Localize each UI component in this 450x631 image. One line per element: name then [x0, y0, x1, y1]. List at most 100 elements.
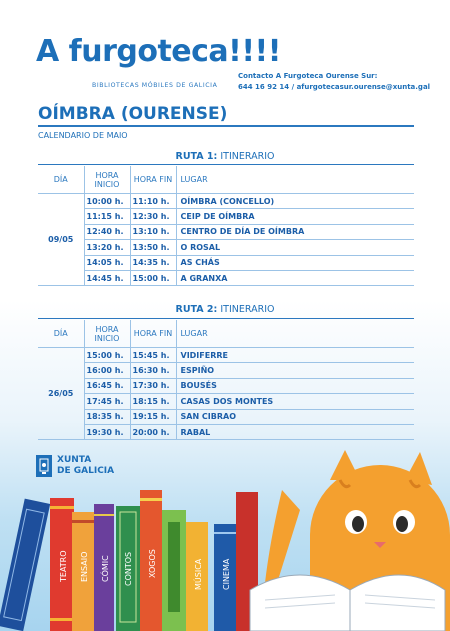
book-label-ensaio: ENSAIO — [80, 552, 89, 582]
book-label-xogos: XOGOS — [148, 549, 157, 578]
calendar-label: CALENDARIO DE MAIO — [38, 131, 128, 140]
title-divider — [38, 125, 414, 127]
end-time: 14:35 h. — [130, 255, 177, 271]
route-2-table: DÍA HORA INICIO HORA FIN LUGAR 26/05 15:… — [38, 320, 414, 441]
book-blue-tilted — [0, 498, 51, 631]
place-name: CASAS DOS MONTES — [176, 393, 414, 410]
place-name: VIDIFERRE — [176, 347, 414, 364]
table-row: 19:30 h. 20:00 h. RABAL — [38, 424, 414, 441]
start-time: 11:15 h. — [84, 208, 131, 225]
route-2-rest: ITINERARIO — [217, 304, 275, 315]
col-day: DÍA — [38, 320, 85, 348]
table-row: 16:00 h. 16:30 h. ESPIÑO — [38, 362, 414, 379]
table-row: 16:45 h. 17:30 h. BOUSÉS — [38, 378, 414, 395]
start-time: 19:30 h. — [84, 424, 131, 441]
end-time: 15:45 h. — [130, 347, 177, 364]
book-label-contos: CONTOS — [124, 552, 133, 586]
open-book-illustration — [249, 574, 446, 631]
place-name: OÍMBRA (CONCELLO) — [176, 193, 414, 210]
contact-details: 644 16 92 14 / afurgotecasur.ourense@xun… — [238, 83, 431, 91]
book-ensaio — [72, 512, 94, 631]
place-name: AS CHÁS — [176, 255, 414, 271]
end-time: 13:50 h. — [130, 239, 177, 256]
place-name: CENTRO DE DÍA DE OÍMBRA — [176, 224, 414, 241]
col-place: LUGAR — [176, 166, 414, 194]
start-time: 10:00 h. — [84, 193, 131, 210]
table-row: 18:35 h. 19:15 h. SAN CIBRAO — [38, 409, 414, 425]
place-name: RABAL — [176, 424, 414, 441]
table-row: 26/05 15:00 h. 15:45 h. VIDIFERRE — [38, 347, 414, 441]
books-cat-illustration: TEATRO ENSAIO CÓMIC CONTOS XOGOS MÚSICA … — [0, 450, 450, 631]
col-day: DÍA — [38, 166, 85, 194]
col-place: LUGAR — [176, 320, 414, 348]
contact-heading: Contacto A Furgoteca Ourense Sur: — [238, 72, 378, 80]
xunta-line1: XUNTA — [57, 455, 92, 465]
start-time: 12:40 h. — [84, 224, 131, 241]
place-name: BOUSÉS — [176, 378, 414, 395]
end-time: 20:00 h. — [130, 424, 177, 441]
start-time: 14:05 h. — [84, 255, 131, 271]
page-title: OÍMBRA (OURENSE) — [38, 104, 228, 124]
end-time: 15:00 h. — [130, 270, 177, 287]
book-green — [162, 510, 186, 631]
start-time: 16:00 h. — [84, 362, 131, 379]
book-label-cinema: CINEMA — [222, 558, 231, 590]
table-row: 12:40 h. 13:10 h. CENTRO DE DÍA DE OÍMBR… — [38, 224, 414, 241]
day-cell: 26/05 — [38, 347, 85, 441]
end-time: 18:15 h. — [130, 393, 177, 410]
place-name: ESPIÑO — [176, 362, 414, 379]
route-2-heading: RUTA 2: ITINERARIO — [0, 304, 450, 315]
table-row: 14:45 h. 15:00 h. A GRANXA — [38, 270, 414, 287]
book-label-musica: MÚSICA — [192, 558, 203, 590]
start-time: 15:00 h. — [84, 347, 131, 364]
subtitle: BIBLIOTECAS MÓBILES DE GALICIA — [92, 82, 218, 89]
xunta-emblem-icon — [36, 455, 52, 477]
start-time: 14:45 h. — [84, 270, 131, 287]
book-contos — [116, 506, 140, 631]
start-time: 18:35 h. — [84, 409, 131, 425]
book-teatro — [50, 498, 74, 631]
route-1-bold: RUTA 1: — [175, 151, 218, 162]
xunta-line2: DE GALICIA — [57, 466, 115, 476]
book-label-comic: CÓMIC — [99, 555, 110, 582]
route-1-divider — [38, 164, 414, 165]
route-2-bold: RUTA 2: — [175, 304, 218, 315]
table-header-row: DÍA HORA INICIO HORA FIN LUGAR — [38, 320, 414, 348]
col-end: HORA FIN — [130, 166, 177, 194]
start-time: 16:45 h. — [84, 378, 131, 395]
book-xogos — [140, 490, 162, 631]
start-time: 13:20 h. — [84, 239, 131, 256]
end-time: 19:15 h. — [130, 409, 177, 425]
table-header-row: DÍA HORA INICIO HORA FIN LUGAR — [38, 166, 414, 194]
end-time: 13:10 h. — [130, 224, 177, 241]
end-time: 17:30 h. — [130, 378, 177, 395]
table-row: 11:15 h. 12:30 h. CEIP DE OÍMBRA — [38, 208, 414, 225]
day-cell: 09/05 — [38, 193, 85, 287]
route-1-table: DÍA HORA INICIO HORA FIN LUGAR 09/05 10:… — [38, 166, 414, 287]
xunta-logo: XUNTA DE GALICIA — [36, 455, 114, 477]
table-row: 13:20 h. 13:50 h. O ROSAL — [38, 239, 414, 256]
place-name: SAN CIBRAO — [176, 409, 414, 425]
table-row: 14:05 h. 14:35 h. AS CHÁS — [38, 255, 414, 271]
place-name: CEIP DE OÍMBRA — [176, 208, 414, 225]
start-time: 17:45 h. — [84, 393, 131, 410]
contact-block: Contacto A Furgoteca Ourense Sur: 644 16… — [238, 71, 430, 93]
end-time: 11:10 h. — [130, 193, 177, 210]
route-1-heading: RUTA 1: ITINERARIO — [0, 151, 450, 162]
end-time: 16:30 h. — [130, 362, 177, 379]
place-name: A GRANXA — [176, 270, 414, 287]
route-1-rest: ITINERARIO — [217, 151, 275, 162]
col-start: HORA INICIO — [84, 166, 131, 194]
col-start: HORA INICIO — [84, 320, 131, 348]
book-cinema — [214, 524, 236, 631]
table-row: 09/05 10:00 h. 11:10 h. OÍMBRA (CONCELLO… — [38, 193, 414, 287]
table-row: 17:45 h. 18:15 h. CASAS DOS MONTES — [38, 393, 414, 410]
route-2-divider — [38, 318, 414, 319]
book-label-teatro: TEATRO — [59, 550, 68, 583]
end-time: 12:30 h. — [130, 208, 177, 225]
app-logo-title: A furgoteca!!!! — [36, 34, 281, 69]
col-end: HORA FIN — [130, 320, 177, 348]
place-name: O ROSAL — [176, 239, 414, 256]
book-comic — [94, 504, 114, 631]
book-musica — [186, 522, 208, 631]
